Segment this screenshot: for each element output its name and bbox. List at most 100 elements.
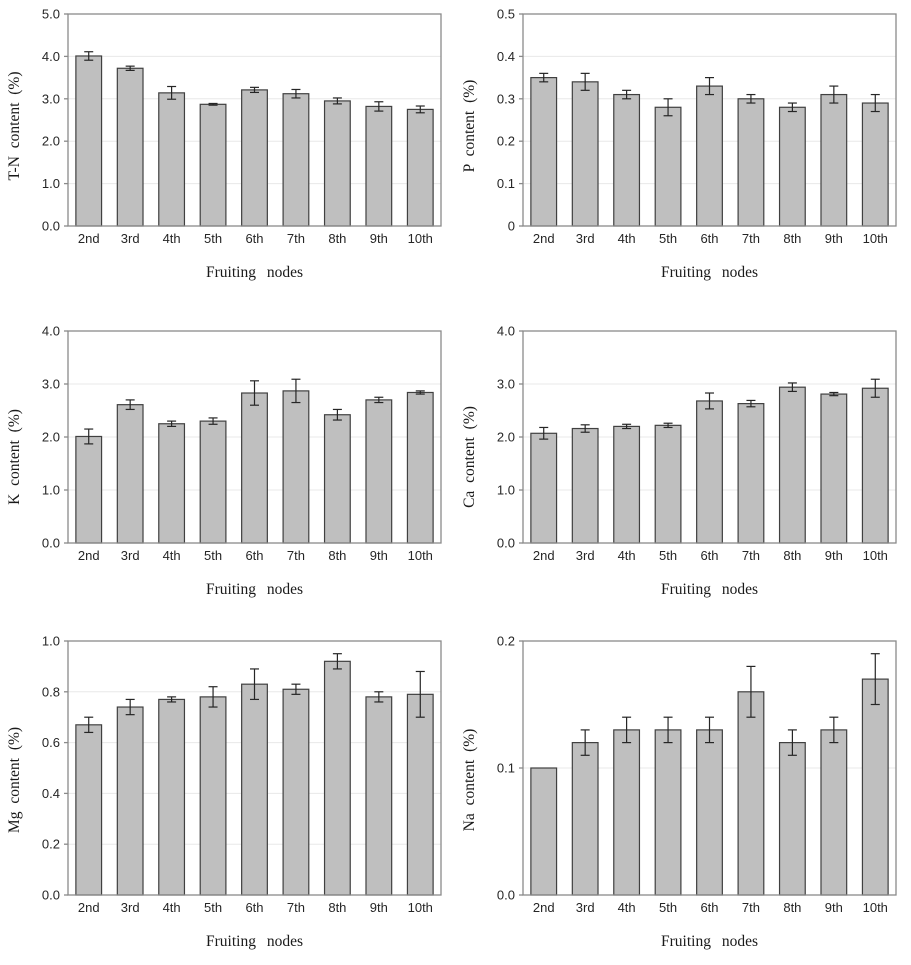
svg-text:5th: 5th	[659, 231, 677, 246]
y-axis-title: Na content (%)	[455, 633, 485, 965]
svg-text:8th: 8th	[328, 231, 346, 246]
svg-text:6th: 6th	[700, 548, 718, 563]
svg-text:3rd: 3rd	[121, 548, 140, 563]
svg-text:5th: 5th	[659, 900, 677, 915]
svg-text:8th: 8th	[783, 900, 801, 915]
y-axis-title-text: Na content (%)	[461, 728, 478, 832]
svg-text:10th: 10th	[863, 548, 888, 563]
svg-text:4th: 4th	[163, 231, 181, 246]
y-axis-title-text: Mg content (%)	[6, 726, 23, 834]
svg-text:4th: 4th	[163, 548, 181, 563]
x-axis-title-text: Fruiting nodes	[661, 933, 758, 950]
x-axis-title: Fruiting nodes	[30, 264, 455, 282]
svg-text:0: 0	[508, 219, 515, 234]
svg-text:5.0: 5.0	[42, 7, 60, 22]
svg-text:6th: 6th	[700, 900, 718, 915]
ca-bar-plot: 0.0 1.0 2.0 3.0 4.0 2nd 3rd 4th 5th 6th 7th 8th 9th 1…	[497, 324, 897, 563]
svg-text:10th: 10th	[863, 231, 888, 246]
svg-text:0.4: 0.4	[497, 49, 515, 64]
svg-text:2.0: 2.0	[42, 134, 60, 149]
x-axis-title: Fruiting nodes	[30, 933, 455, 951]
svg-text:2nd: 2nd	[78, 900, 100, 915]
y-axis-title-text: P content (%)	[461, 79, 478, 173]
plot-column: 0.0 0.2 0.4 0.6 0.8 1.0 2nd 3rd 4th 5th 6th 7th 8th 9…	[30, 633, 455, 965]
svg-text:7th: 7th	[742, 900, 760, 915]
svg-text:7th: 7th	[742, 548, 760, 563]
svg-text:5th: 5th	[659, 548, 677, 563]
svg-text:3rd: 3rd	[576, 548, 595, 563]
svg-text:3rd: 3rd	[121, 231, 140, 246]
svg-text:0.5: 0.5	[497, 7, 515, 22]
svg-text:2.0: 2.0	[497, 430, 515, 445]
svg-text:0.4: 0.4	[42, 786, 60, 801]
svg-text:2nd: 2nd	[533, 231, 555, 246]
svg-text:9th: 9th	[370, 548, 388, 563]
y-axis-title-text: Ca content (%)	[461, 406, 478, 508]
plot-column: 0.0 1.0 2.0 3.0 4.0 2nd 3rd 4th 5th 6th 7th 8th 9th 1…	[485, 323, 910, 621]
na-bar-plot: 0.0 0.1 0.2 2nd 3rd 4th 5th 6th 7th 8th 9th 10th	[497, 634, 897, 915]
plot-column: 0 0.1 0.2 0.3 0.4 0.5 2nd 3rd 4th 5th 6th 7th 8th 9th…	[485, 6, 910, 303]
svg-text:4th: 4th	[618, 900, 636, 915]
chart-na-content: Na content (%) 0.0 0.1 0.2 2nd 3rd 4th 5th 6th 7…	[455, 621, 911, 965]
x-axis-title-text: Fruiting nodes	[661, 581, 758, 598]
chart-k-content: K content (%) 0.0 1.0 2.0 3.0 4.0 2nd 3rd 4th 5t…	[0, 303, 455, 621]
svg-text:4.0: 4.0	[42, 324, 60, 339]
svg-text:8th: 8th	[328, 900, 346, 915]
svg-text:3rd: 3rd	[121, 900, 140, 915]
svg-text:3.0: 3.0	[497, 377, 515, 392]
svg-text:0.1: 0.1	[497, 176, 515, 191]
svg-text:8th: 8th	[783, 548, 801, 563]
svg-text:3.0: 3.0	[42, 91, 60, 106]
svg-text:6th: 6th	[245, 900, 263, 915]
svg-text:2.0: 2.0	[42, 430, 60, 445]
p-bar-plot: 0 0.1 0.2 0.3 0.4 0.5 2nd 3rd 4th 5th 6th 7th 8th 9th…	[497, 7, 897, 246]
mg-bar-plot: 0.0 0.2 0.4 0.6 0.8 1.0 2nd 3rd 4th 5th 6th 7th 8th 9…	[42, 634, 442, 915]
svg-text:6th: 6th	[245, 548, 263, 563]
svg-text:0.0: 0.0	[497, 888, 515, 903]
tn-bar-plot: 0.0 1.0 2.0 3.0 4.0 5.0 2nd 3rd 4th 5th 6th 7th 8th 9…	[42, 7, 442, 246]
y-axis-title: T-N content (%)	[0, 6, 30, 303]
x-axis-title: Fruiting nodes	[485, 581, 910, 599]
svg-text:1.0: 1.0	[42, 483, 60, 498]
svg-text:10th: 10th	[408, 231, 433, 246]
svg-text:7th: 7th	[287, 900, 305, 915]
svg-text:4th: 4th	[163, 900, 181, 915]
svg-text:5th: 5th	[204, 231, 222, 246]
svg-text:1.0: 1.0	[42, 634, 60, 649]
x-axis-title: Fruiting nodes	[30, 581, 455, 599]
svg-text:9th: 9th	[825, 548, 843, 563]
plot-column: 0.0 1.0 2.0 3.0 4.0 2nd 3rd 4th 5th 6th 7th 8th 9th 1…	[30, 323, 455, 621]
chart-p-content: P content (%) 0 0.1 0.2 0.3 0.4 0.5 2nd 3rd 4th 5…	[455, 0, 911, 303]
chart-tn-content: T-N content (%) 0.0 1.0 2.0 3.0 4.0 5.0 2nd 3rd…	[0, 0, 455, 303]
plot-column: 0.0 0.1 0.2 2nd 3rd 4th 5th 6th 7th 8th 9th 10th Fr…	[485, 633, 910, 965]
chart-mg-content: Mg content (%) 0.0 0.2 0.4 0.6 0.8 1.0 2nd 3rd 4…	[0, 621, 455, 965]
svg-text:0.6: 0.6	[42, 735, 60, 750]
svg-text:2nd: 2nd	[533, 548, 555, 563]
svg-text:8th: 8th	[783, 231, 801, 246]
x-axis-title-text: Fruiting nodes	[206, 264, 303, 281]
svg-text:4.0: 4.0	[497, 324, 515, 339]
svg-text:0.0: 0.0	[497, 536, 515, 551]
svg-text:0.1: 0.1	[497, 761, 515, 776]
y-axis-title: Mg content (%)	[0, 633, 30, 965]
svg-text:4.0: 4.0	[42, 49, 60, 64]
svg-text:3rd: 3rd	[576, 231, 595, 246]
svg-text:3.0: 3.0	[42, 377, 60, 392]
y-axis-title: Ca content (%)	[455, 323, 485, 621]
x-axis-title-text: Fruiting nodes	[661, 264, 758, 281]
svg-text:0.2: 0.2	[497, 134, 515, 149]
svg-text:9th: 9th	[370, 231, 388, 246]
svg-text:0.2: 0.2	[497, 634, 515, 649]
svg-text:0.3: 0.3	[497, 91, 515, 106]
svg-text:8th: 8th	[328, 548, 346, 563]
svg-text:0.0: 0.0	[42, 219, 60, 234]
svg-text:6th: 6th	[700, 231, 718, 246]
svg-text:4th: 4th	[618, 548, 636, 563]
y-axis-title: P content (%)	[455, 6, 485, 303]
svg-text:0.8: 0.8	[42, 684, 60, 699]
svg-text:2nd: 2nd	[78, 548, 100, 563]
svg-text:4th: 4th	[618, 231, 636, 246]
x-axis-title-text: Fruiting nodes	[206, 581, 303, 598]
x-axis-title: Fruiting nodes	[485, 264, 910, 282]
